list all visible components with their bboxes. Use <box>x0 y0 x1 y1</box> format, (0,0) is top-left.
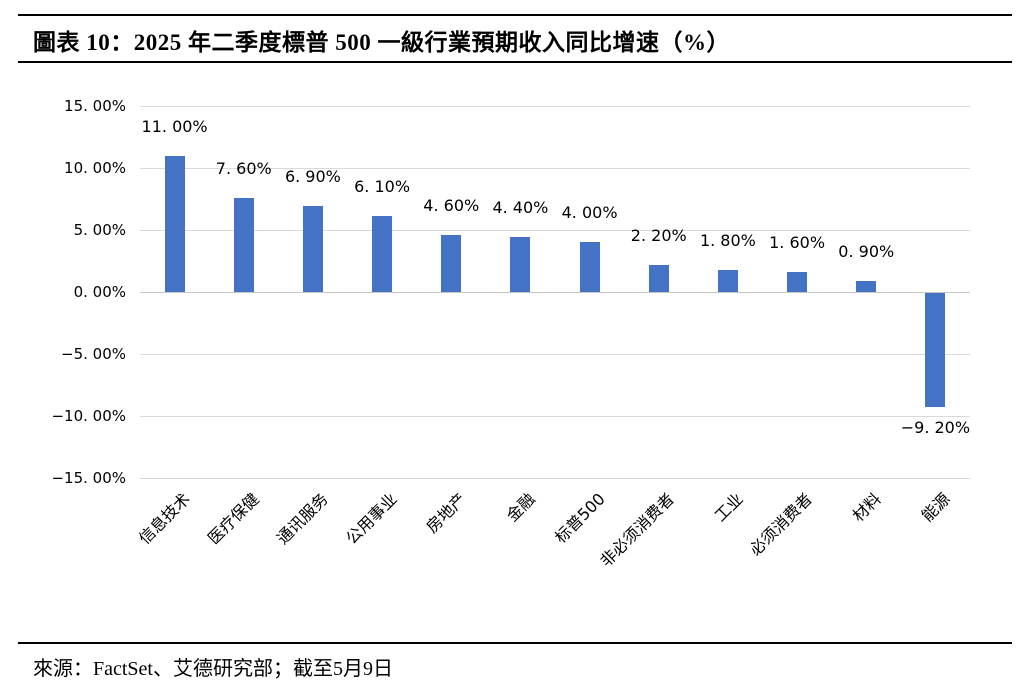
bar <box>164 155 185 292</box>
bar-value-label: 11. 00% <box>141 116 208 136</box>
bar <box>372 216 393 292</box>
bar-value-label: 6. 90% <box>284 167 341 187</box>
x-category-label: 必须消费者 <box>745 489 816 560</box>
gridline <box>140 105 970 107</box>
bar-value-label: 4. 60% <box>423 195 480 215</box>
x-category-label: 信息技术 <box>134 489 194 548</box>
bar-value-label: −9. 20% <box>900 418 971 438</box>
x-category-label: 公用事业 <box>342 489 401 548</box>
bar <box>579 242 600 292</box>
gridline <box>140 229 970 231</box>
bar-value-label: 1. 60% <box>769 233 826 253</box>
x-category-label: 工业 <box>710 489 747 526</box>
bar-value-label: 6. 10% <box>354 177 411 197</box>
bar <box>648 264 669 292</box>
y-axis-tick-label: 0. 00% <box>73 283 126 301</box>
gridline <box>140 415 970 417</box>
bar <box>302 206 323 292</box>
bar-value-label: 4. 40% <box>492 198 549 218</box>
y-axis-tick-label: 5. 00% <box>73 221 126 239</box>
y-axis-tick-label: −10. 00% <box>51 407 126 425</box>
gridline <box>140 353 970 355</box>
bar <box>717 269 738 292</box>
x-category-label: 医疗保健 <box>203 489 263 548</box>
bar <box>233 197 254 292</box>
bar-value-label: 7. 60% <box>215 158 272 178</box>
x-category-label: 通讯服务 <box>272 489 332 548</box>
bar <box>856 280 877 292</box>
y-axis-tick-label: −15. 00% <box>51 469 126 487</box>
x-category-label: 标普500 <box>550 489 609 547</box>
y-axis-tick-label: 15. 00% <box>64 97 126 115</box>
bar-value-label: 0. 90% <box>838 241 895 261</box>
bar-value-label: 2. 20% <box>630 225 687 245</box>
x-category-label: 金融 <box>503 489 540 526</box>
chart-title: 圖表 10：2025 年二季度標普 500 一級行業預期收入同比增速（%） <box>33 30 730 55</box>
bar <box>441 234 462 292</box>
x-category-label: 房地产 <box>422 489 470 537</box>
footer-rule <box>18 642 1012 644</box>
y-axis-tick-label: 10. 00% <box>64 159 126 177</box>
gridline <box>140 167 970 169</box>
bar <box>787 272 808 292</box>
title-bottom-rule <box>18 61 1012 63</box>
title-top-rule <box>18 14 1012 16</box>
gridline <box>140 291 970 293</box>
source-note: 來源：FactSet、艾德研究部；截至5月9日 <box>33 658 393 680</box>
gridline <box>140 477 970 479</box>
x-category-label: 非必须消费者 <box>596 489 678 571</box>
x-category-label: 材料 <box>848 489 885 526</box>
bar-value-label: 4. 00% <box>561 203 618 223</box>
x-category-label: 能源 <box>918 489 955 526</box>
y-axis-tick-label: −5. 00% <box>61 345 126 363</box>
bar <box>510 237 531 292</box>
bar <box>925 293 946 408</box>
bar-value-label: 1. 80% <box>699 230 756 250</box>
